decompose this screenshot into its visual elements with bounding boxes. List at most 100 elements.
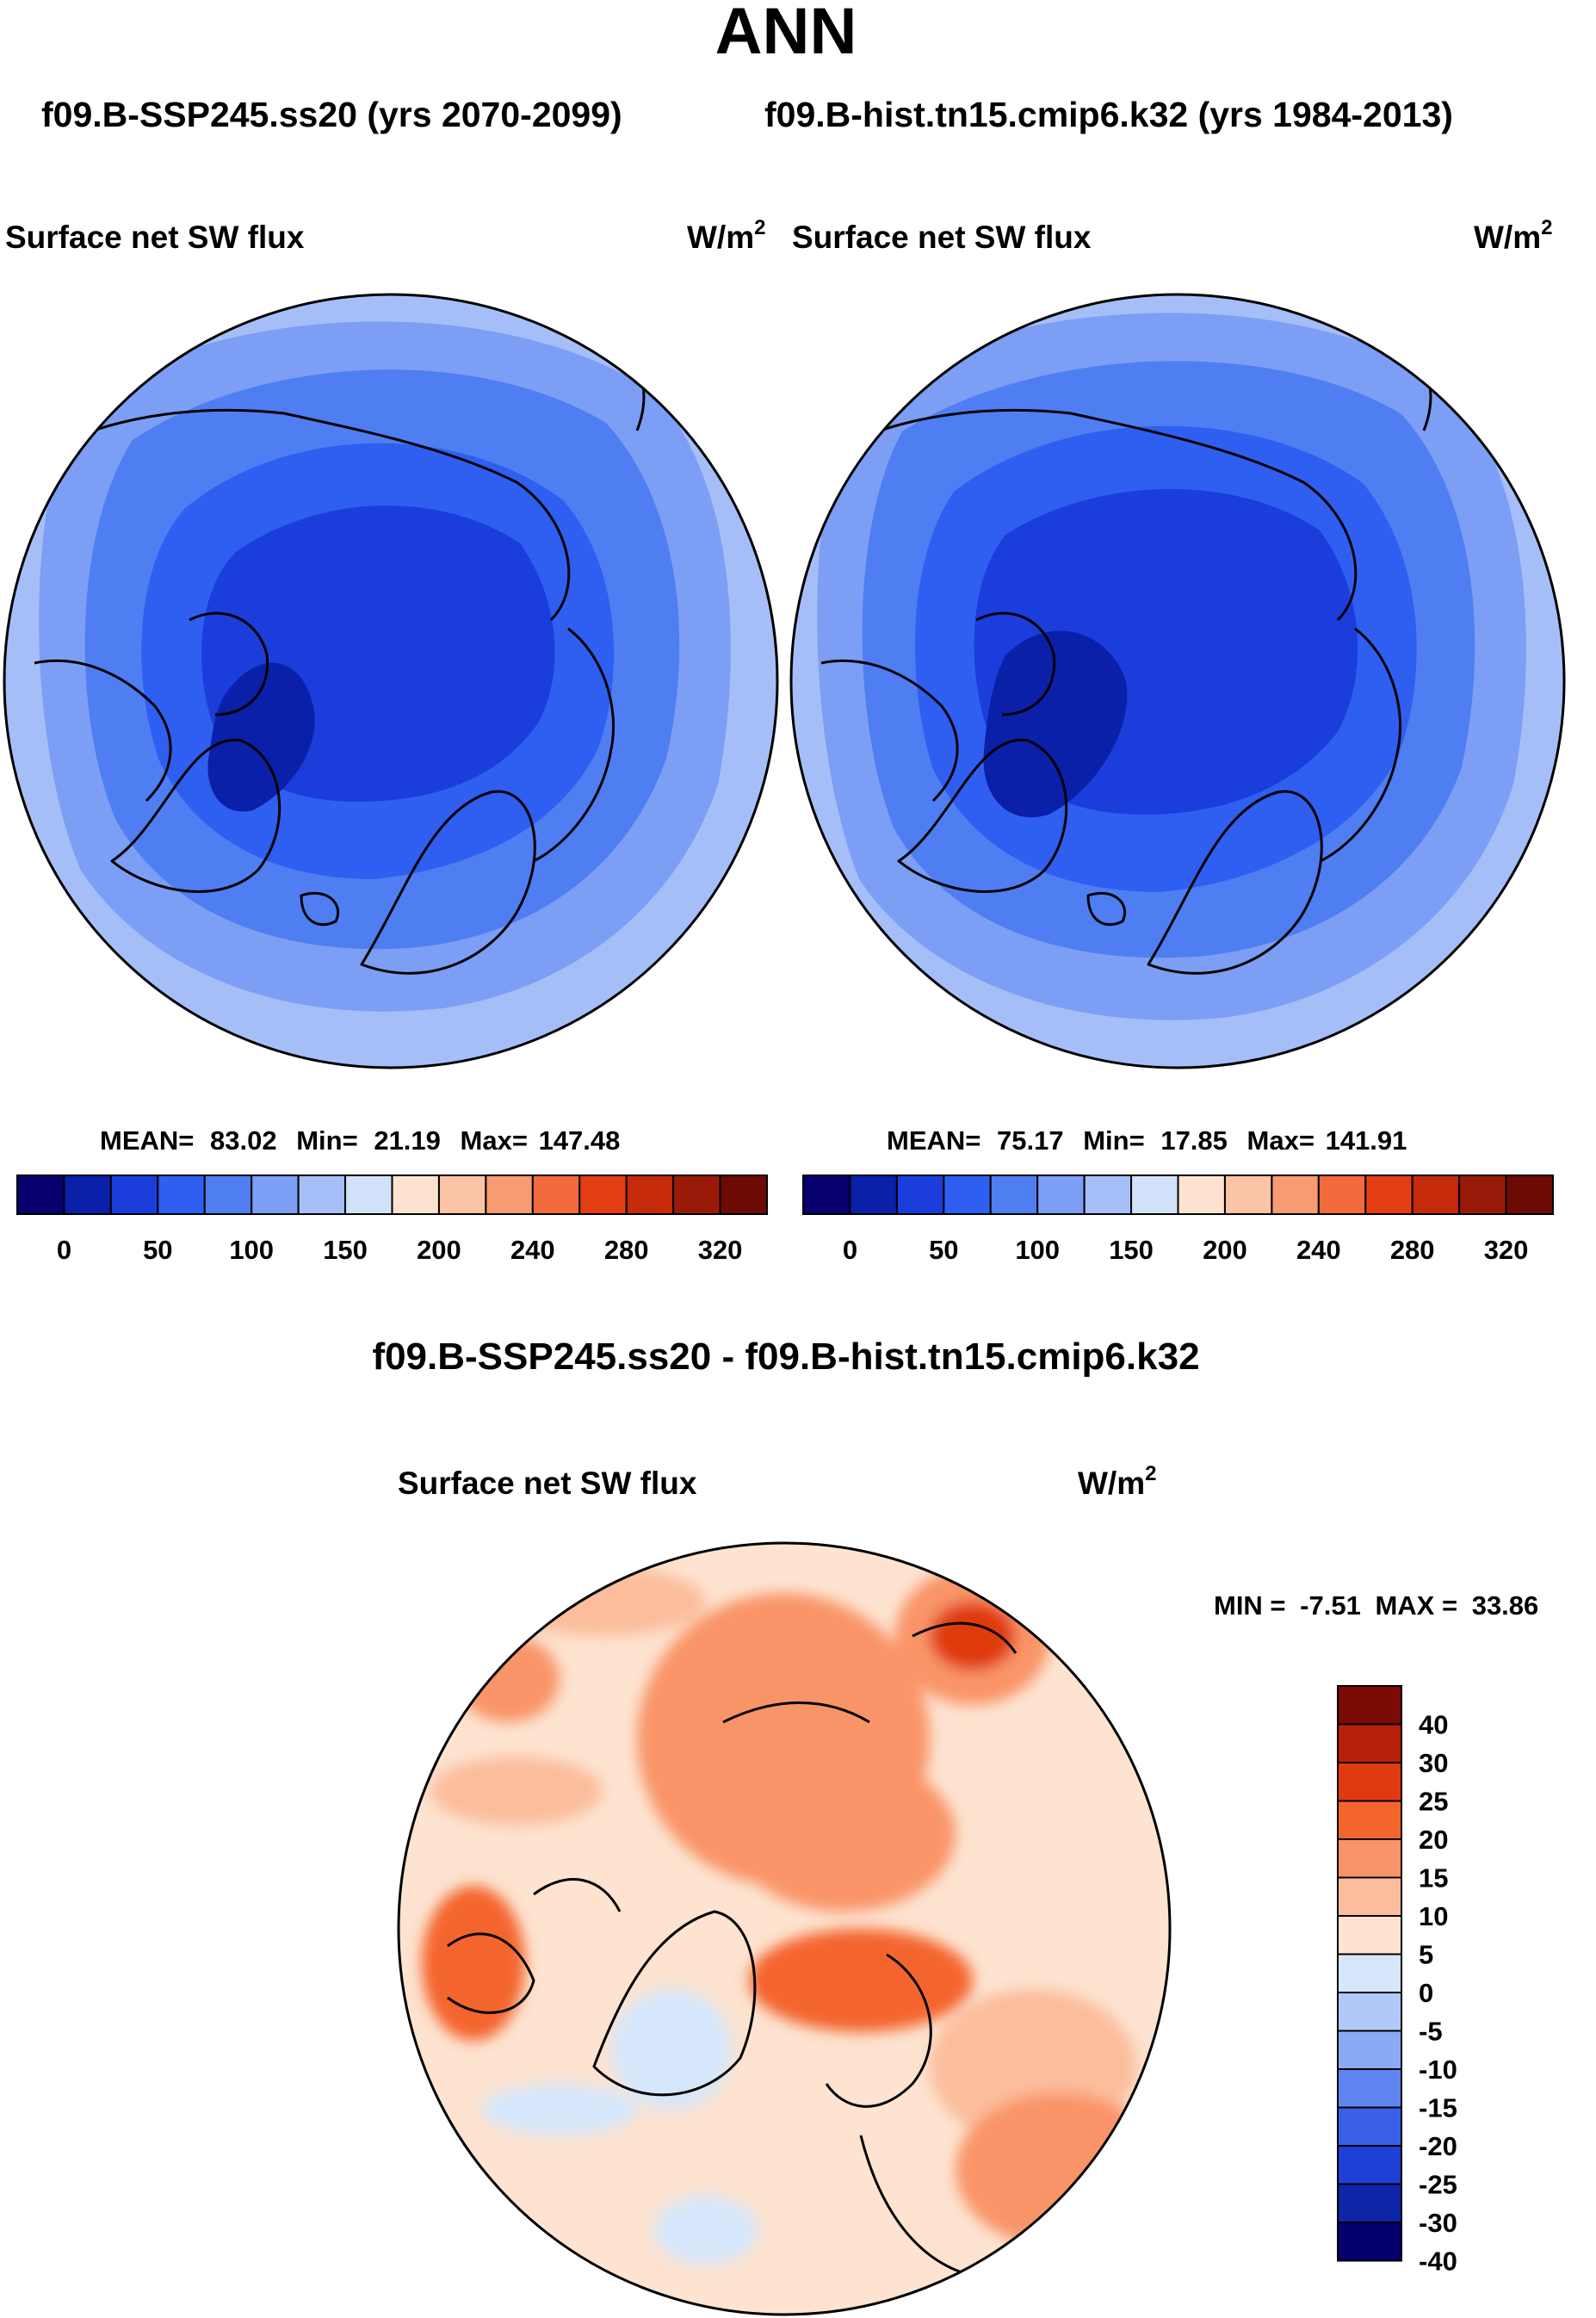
map-field-band-5 [983,630,1128,818]
stat-mean: 83.02 [210,1125,277,1156]
colorbar-box [1083,1174,1133,1215]
colorbar-box [1337,1685,1402,1726]
colorbar-box [297,1174,347,1215]
colorbar-box [1177,1174,1226,1215]
colorbar-tick-label: -5 [1419,2017,1443,2047]
colorbar-box [1337,1953,1402,1993]
colorbar-box [895,1174,945,1215]
colorbar-tick-label: 240 [1296,1235,1341,1265]
colorbar-tick-label: 5 [1419,1940,1433,1970]
colorbar-tick-label: 15 [1419,1863,1448,1893]
stat-max: 33.86 [1472,1590,1539,1621]
colorbar-box [1337,1762,1402,1802]
colorbar-box [1337,1876,1402,1917]
colorbar-box [1337,2030,1402,2070]
stat-label: Max= [461,1125,528,1156]
coastlines [820,317,1432,975]
panel1-units-exp: 2 [754,216,765,239]
panel2-stats: MEAN= 75.17 Min= 17.85 Max= 141.91 [887,1125,1407,1156]
colorbar-tick-label: 200 [417,1235,461,1265]
map-boundary [3,293,779,1069]
diff-field-region [456,1636,560,1722]
colorbar-box [989,1174,1039,1215]
colorbar-tick-label: 25 [1419,1787,1448,1817]
panel1-units: W/m2 [687,216,765,255]
colorbar-box [1337,2222,1402,2262]
colorbar-tick-label: 320 [698,1235,743,1265]
colorbar-box [1337,2068,1402,2109]
colorbar-tick-label: -15 [1419,2093,1457,2123]
colorbar-tick-label: 150 [323,1235,368,1265]
colorbar-tick-label: -30 [1419,2208,1457,2238]
colorbar-box [1337,1723,1402,1763]
colorbar-box [203,1174,253,1215]
diff-minmax: MIN = -7.51 MAX = 33.86 [1214,1590,1538,1621]
colorbar-box [1337,2183,1402,2223]
colorbar-box [109,1174,159,1215]
panel2-units: W/m2 [1474,216,1552,255]
colorbar-tick-label: 0 [57,1235,71,1265]
colorbar-box [672,1174,721,1215]
colorbar-tick-label: 0 [843,1235,857,1265]
stat-max: 147.48 [539,1125,621,1156]
colorbar-tick-label: 100 [229,1235,274,1265]
colorbar-box [1271,1174,1320,1215]
colorbar-box [1337,1915,1402,1955]
colorbar-tick-label: 100 [1015,1235,1060,1265]
colorbar-tick-label: 50 [929,1235,958,1265]
colorbar-box [251,1174,300,1215]
stat-label: Max= [1247,1125,1315,1156]
coastlines [447,1589,1147,2275]
colorbar-box [531,1174,581,1215]
diff-field-region [930,1602,1016,1670]
stat-label: MEAN= [100,1125,194,1156]
colorbar-box [157,1174,206,1215]
diff-field-region [732,1757,956,1912]
colorbar-box [625,1174,675,1215]
colorbar-tick-label: 280 [604,1235,649,1265]
colorbar-box [1317,1174,1367,1215]
diff-field-region [499,1567,706,1636]
colorbar-tick-label: -10 [1419,2055,1457,2085]
diff-field-region [749,1929,973,2032]
stat-min: -7.51 [1300,1590,1361,1621]
colorbar-tick-label: -20 [1419,2131,1457,2161]
colorbar-box [16,1174,65,1215]
colorbar-box [1337,1838,1402,1879]
stat-max: 141.91 [1326,1125,1407,1156]
diff-field-region [611,1989,732,2110]
panel1-stats: MEAN= 83.02 Min= 21.19 Max= 147.48 [100,1125,620,1156]
colorbar-tick-label: 200 [1203,1235,1247,1265]
diff-field-region [956,2092,1162,2247]
panel1-units-text: W/m [687,220,754,255]
colorbar-box [1036,1174,1086,1215]
colorbar-box [344,1174,393,1215]
colorbar-tick-label: 20 [1419,1825,1448,1855]
diff-units-text: W/m [1078,1466,1145,1501]
stat-label: MEAN= [887,1125,980,1156]
colorbar-box [1505,1174,1554,1215]
colorbar-box [1337,1800,1402,1840]
colorbar-box [1364,1174,1414,1215]
stat-mean: 75.17 [997,1125,1064,1156]
colorbar-tick-label: 280 [1390,1235,1435,1265]
figure-title: ANN [715,0,857,68]
diff-field-region [482,2084,637,2135]
colorbar-tick-label: 0 [1419,1978,1433,2008]
colorbar-ssp245: 0 50 100 150 200 240 280 320 [16,1174,768,1265]
diff-field-region [654,2196,758,2265]
colorbar-box [485,1174,534,1215]
subtitle-left: f09.B-SSP245.ss20 (yrs 2070-2099) [41,95,622,134]
map-panel-ssp245 [3,293,779,1069]
colorbar-box [437,1174,487,1215]
stat-label: Min= [1083,1125,1144,1156]
colorbar-box [802,1174,851,1215]
colorbar-box [63,1174,112,1215]
colorbar-difference: 40 30 25 20 15 10 5 0 -5 -10 -15 -20 -25 -30 -40 [1337,1685,1457,2277]
colorbar-box [849,1174,898,1215]
colorbar-tick-label: 150 [1109,1235,1154,1265]
panel1-variable: Surface net SW flux [5,220,305,255]
colorbar-box [1411,1174,1461,1215]
colorbar-box [943,1174,992,1215]
colorbar-box [1337,2145,1402,2185]
